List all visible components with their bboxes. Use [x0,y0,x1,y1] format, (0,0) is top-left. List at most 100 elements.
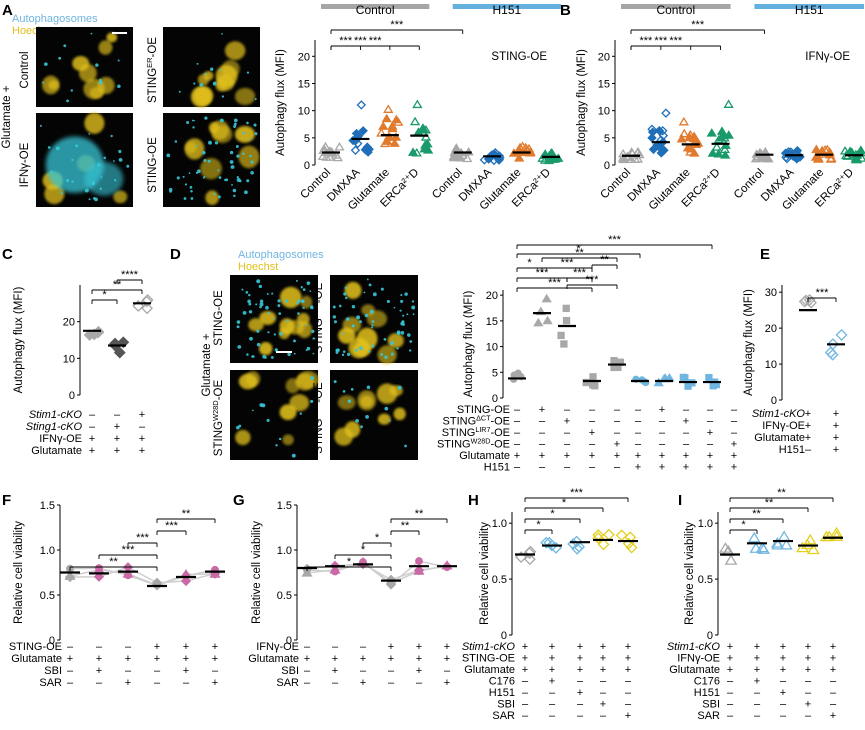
data-point [514,153,525,162]
autophagosome-dot [344,296,348,300]
condition-value: + [805,653,811,665]
autophagosome-dot [174,140,178,143]
condition-value: – [727,687,734,699]
autophagosome-dot [275,444,278,447]
condition-value: + [388,641,394,653]
condition-value: + [577,641,583,653]
autophagosome-dot [404,292,408,296]
autophagosome-dot [397,385,402,390]
condition-value: + [780,653,786,665]
condition-value: + [805,432,811,444]
condition-label: SAR [492,710,515,722]
condition-value: + [332,665,338,677]
significance-label: *** [354,35,368,47]
condition-value: – [625,699,632,711]
data-point [541,293,552,303]
condition-value: + [96,653,102,665]
y-tick-label: 0.5 [492,574,507,586]
y-tick-label: 10 [63,353,75,365]
autophagosome-dot [354,348,358,352]
autophagosome-dot [400,293,403,297]
autophagosome-dot [359,320,362,324]
nucleus [224,41,246,61]
condition-value: – [212,665,219,677]
autophagosome-dot [100,175,103,178]
condition-value: – [805,444,812,456]
condition-value: – [304,665,311,677]
condition-label: Stim1-cKO [29,409,83,421]
data-point [415,557,423,566]
y-tick-label: 20 [486,290,498,302]
autophagosome-dot [98,80,103,85]
autophagosome-dot [248,293,251,297]
autophagosome-dot [278,437,282,441]
significance-label: **** [121,269,139,281]
y-tick-label: 15 [298,78,310,90]
condition-value: + [514,450,520,462]
nucleus [197,73,209,86]
micrograph-sting-er-oe [163,27,260,108]
autophagosome-dot [230,165,235,169]
autophagosome-dot [274,348,278,352]
autophagosome-dot [311,329,315,334]
significance-label: *** [608,234,622,246]
significance-label: ** [752,508,761,520]
condition-value: – [514,462,521,474]
condition-value: – [635,439,642,451]
condition-value: – [444,665,451,677]
autophagosome-dot [184,183,188,186]
autophagosome-dot [249,336,253,341]
autophagosome-dot [371,320,375,323]
panel-label: H [468,492,479,509]
nucleus [282,434,294,446]
condition-value: – [539,416,546,428]
y-tick-label: 20 [765,323,777,335]
autophagosome-cloud [84,161,124,196]
data-point [413,565,425,575]
autophagosome-dot [212,81,217,86]
nucleus [238,145,260,169]
autophagosome-dot [364,313,369,318]
autophagosome-dot [278,312,282,316]
y-tick-label: 1.0 [492,518,507,530]
condition-value: + [212,653,218,665]
autophagosome-dot [393,306,396,309]
data-point [140,295,153,308]
data-point [647,133,657,143]
condition-value: – [731,427,738,439]
condition-value: + [780,687,786,699]
autophagosome-dot [229,160,234,164]
autophagosome-dot [188,172,191,175]
autophagosome-dot [411,300,415,303]
nucleus [300,295,313,309]
condition-value: – [731,416,738,428]
data-point [412,99,423,109]
autophagosome-dot [232,188,237,193]
condition-label: SAR [697,710,720,722]
autophagosome-dot [295,279,298,282]
data-point [679,373,687,382]
autophagosome-dot [71,180,74,183]
condition-label: Sting1-cKO [26,421,83,433]
nucleus [258,341,273,356]
condition-value: – [522,710,529,722]
condition-value: – [707,416,714,428]
autophagosome-dot [400,299,404,303]
autophagosome-dot [95,63,99,67]
autophagosome-dot [118,157,123,162]
data-point [678,116,689,126]
condition-value: + [600,641,606,653]
autophagosome-dot [401,320,405,324]
condition-value: – [360,641,367,653]
autophagosome-dot [70,89,73,92]
autophagosome-dot [259,305,262,309]
condition-value: + [635,462,641,474]
y-tick-label: 0 [707,630,713,642]
y-tick-label: 30 [765,287,777,299]
data-point [523,553,536,566]
condition-value: – [539,427,546,439]
condition-value: + [139,433,145,445]
condition-value: + [522,664,528,676]
condition-value: + [549,641,555,653]
